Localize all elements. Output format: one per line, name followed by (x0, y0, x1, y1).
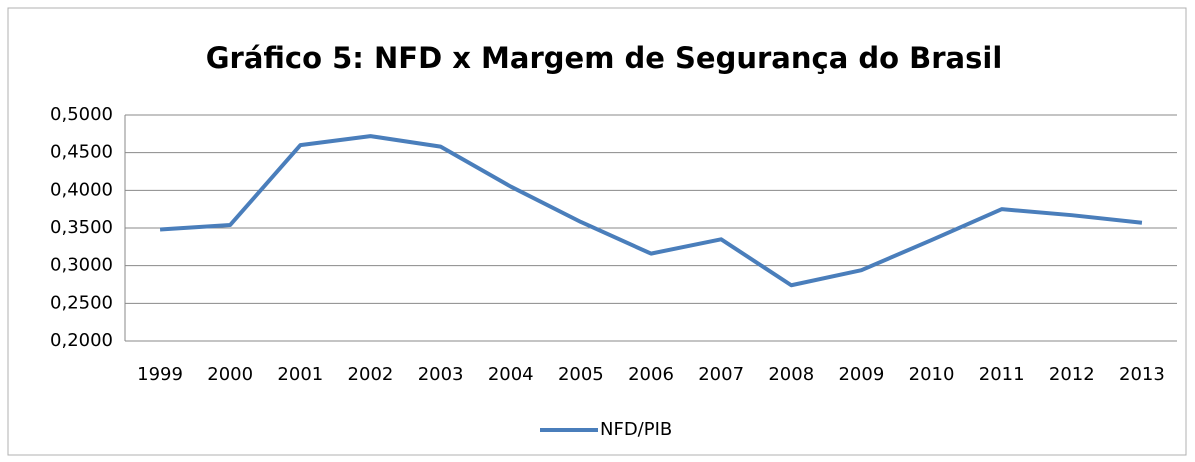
y-tick-label: 0,2000 (50, 330, 113, 351)
y-tick-label: 0,5000 (50, 104, 113, 125)
x-tick-label: 2008 (768, 364, 814, 385)
y-tick-label: 0,4500 (50, 142, 113, 163)
x-tick-label: 2000 (207, 364, 253, 385)
x-tick-label: 2010 (909, 364, 955, 385)
chart-title: Gráfico 5: NFD x Margem de Segurança do … (206, 41, 1003, 75)
chart-border (7, 7, 1187, 456)
x-tick-label: 2011 (979, 364, 1025, 385)
legend-label: NFD/PIB (600, 419, 672, 440)
x-tick-label: 2006 (628, 364, 674, 385)
x-tick-label: 2009 (838, 364, 884, 385)
x-tick-label: 2003 (418, 364, 464, 385)
y-tick-label: 0,2500 (50, 292, 113, 313)
x-tick-label: 2001 (277, 364, 323, 385)
x-tick-label: 1999 (137, 364, 183, 385)
data-line (159, 134, 1143, 288)
x-tick-label: 2012 (1049, 364, 1095, 385)
x-tick-label: 2005 (558, 364, 604, 385)
y-tick-label: 0,3500 (50, 217, 113, 238)
x-tick-label: 2004 (488, 364, 534, 385)
x-tick-label: 2013 (1119, 364, 1165, 385)
y-tick-label: 0,3000 (50, 255, 113, 276)
y-tick-label: 0,4000 (50, 179, 113, 200)
x-tick-label: 2007 (698, 364, 744, 385)
x-tick-label: 2002 (348, 364, 394, 385)
